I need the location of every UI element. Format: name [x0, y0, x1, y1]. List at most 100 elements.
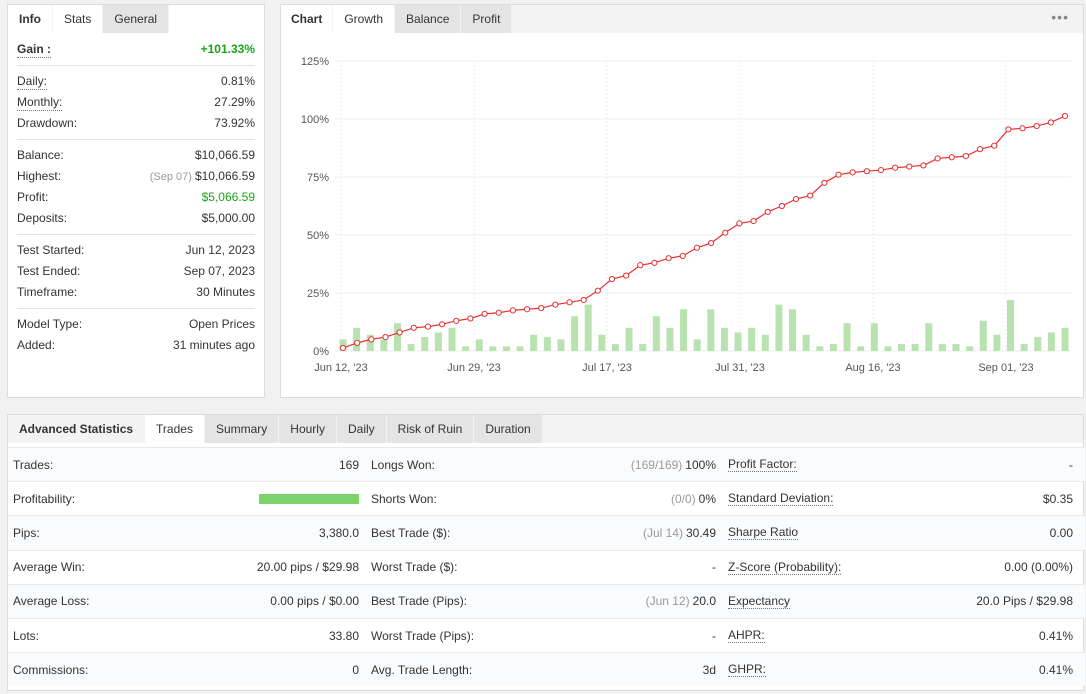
stat-value: $0.35: [1042, 491, 1073, 506]
table-cell: AHPR: 0.41%: [722, 619, 1079, 652]
growth-point: [1047, 119, 1054, 126]
stat-note: (Sep 07): [149, 171, 192, 183]
stat-value-wrap: (Sep 07) $10,066.59: [150, 166, 255, 187]
chart-panel: Chart Growth Balance Profit ••• 0% 25% 50%…: [280, 4, 1084, 398]
stat-label[interactable]: Profit Factor:: [728, 457, 797, 473]
stat-row: Deposits: $5,000.00: [17, 208, 255, 229]
growth-point: [849, 169, 856, 176]
stat-label[interactable]: AHPR:: [728, 628, 765, 644]
stat-label: Deposits:: [17, 211, 68, 225]
growth-point: [736, 220, 743, 227]
profit-bar: [571, 316, 579, 351]
table-cell: Longs Won: (169/169) 100%: [365, 448, 722, 481]
profit-bar: [748, 327, 756, 351]
gain-row: Gain : +101.33%: [17, 39, 255, 60]
x-tick-label: Jun 12, '23: [314, 362, 367, 374]
profit-bar: [829, 344, 837, 351]
stat-label[interactable]: Sharpe Ratio: [728, 525, 799, 541]
growth-point: [722, 229, 729, 236]
more-dots-icon[interactable]: •••: [1051, 9, 1069, 25]
stat-value-wrap: 20.00 pips / $29.98: [257, 560, 359, 574]
stat-value-wrap: 0.00 pips / $0.00: [270, 594, 359, 608]
x-tick-label: Jul 17, '23: [582, 362, 632, 374]
stat-value: 0: [352, 662, 359, 677]
growth-point: [707, 240, 715, 247]
growth-point: [651, 259, 658, 266]
growth-point: [637, 262, 644, 269]
gain-value: +101.33%: [200, 42, 255, 56]
growth-point: [1033, 122, 1040, 130]
profit-bar: [693, 339, 701, 351]
stat-value-wrap: 0.00 (0.00%): [1004, 560, 1073, 574]
growth-point: [410, 324, 417, 331]
gain-label[interactable]: Gain :: [17, 42, 52, 58]
table-cell: Sharpe Ratio 0.00: [722, 516, 1079, 549]
chart-tabs: Chart Growth Balance Profit: [281, 5, 1083, 33]
stat-label: Worst Trade ($):: [371, 560, 458, 575]
tab-duration[interactable]: Duration: [474, 415, 543, 443]
stat-note: (Jul 14): [642, 525, 683, 540]
tab-risk-of-ruin[interactable]: Risk of Ruin: [386, 415, 475, 443]
profit-bar: [502, 346, 510, 351]
tab-growth[interactable]: Growth: [333, 5, 396, 33]
growth-point: [679, 252, 686, 259]
stat-value-wrap: 0.41%: [1039, 663, 1073, 677]
tab-hourly[interactable]: Hourly: [279, 415, 337, 443]
growth-point: [594, 287, 601, 294]
tab-stats[interactable]: Stats: [53, 5, 104, 33]
tab-info[interactable]: Info: [8, 5, 53, 33]
stat-label: Best Trade ($):: [371, 525, 451, 540]
stat-row: Test Started: Jun 12, 2023: [17, 240, 255, 261]
tab-advanced-statistics[interactable]: Advanced Statistics: [8, 415, 146, 443]
y-tick-label: 75%: [307, 172, 329, 184]
tab-chart[interactable]: Chart: [281, 5, 334, 33]
table-cell: Worst Trade (Pips): -: [365, 619, 722, 652]
tab-balance[interactable]: Balance: [395, 5, 462, 33]
stat-value-wrap: $0.35: [1043, 492, 1073, 506]
growth-point: [920, 162, 927, 169]
growth-point: [368, 336, 375, 343]
stat-note: (0/0): [670, 491, 696, 506]
profit-bar: [1061, 327, 1069, 351]
stat-value-wrap: (Jun 12) 20.0: [646, 594, 716, 608]
stat-label[interactable]: Daily:: [17, 74, 48, 90]
stat-value: Jun 12, 2023: [185, 243, 255, 257]
info-tabs: Info Stats General: [8, 5, 264, 33]
profit-bar: [1007, 299, 1015, 351]
tab-general[interactable]: General: [103, 5, 170, 33]
stat-label[interactable]: Standard Deviation:: [728, 491, 834, 507]
growth-point: [693, 244, 701, 251]
profit-bar: [366, 334, 374, 351]
stat-label[interactable]: Expectancy: [728, 593, 791, 609]
profit-bar: [475, 339, 483, 351]
growth-point: [948, 154, 955, 161]
stat-value: 0.00 (0.00%): [1004, 560, 1073, 575]
tab-summary[interactable]: Summary: [204, 415, 280, 443]
growth-point: [792, 195, 800, 203]
profit-bar: [775, 304, 783, 351]
table-cell: Average Win: 20.00 pips / $29.98: [8, 551, 365, 584]
stat-label[interactable]: Monthly:: [17, 95, 63, 111]
stat-label: Drawdown:: [17, 116, 78, 130]
table-cell: Worst Trade ($): -: [365, 551, 722, 584]
growth-point: [623, 272, 630, 279]
profit-bar: [761, 334, 769, 351]
y-tick-label: 25%: [307, 288, 329, 300]
profit-bar: [584, 304, 592, 351]
tab-profit[interactable]: Profit: [461, 5, 513, 33]
growth-point: [382, 333, 389, 341]
profit-bar: [816, 346, 824, 351]
tab-daily[interactable]: Daily: [336, 415, 387, 443]
stat-value: 0.00 pips / $0.00: [270, 594, 359, 609]
stat-value: 30 Minutes: [196, 285, 255, 299]
profit-bar: [543, 337, 551, 351]
profit-bar: [557, 339, 565, 351]
tab-trades[interactable]: Trades: [145, 415, 205, 443]
y-tick-label: 100%: [301, 114, 329, 126]
stat-label[interactable]: GHPR:: [728, 662, 767, 678]
stat-label: Average Win:: [13, 560, 85, 575]
divider: [17, 234, 255, 235]
stat-label[interactable]: Z-Score (Probability):: [728, 559, 842, 575]
growth-point: [552, 301, 559, 308]
stat-label: Test Started:: [17, 243, 85, 257]
